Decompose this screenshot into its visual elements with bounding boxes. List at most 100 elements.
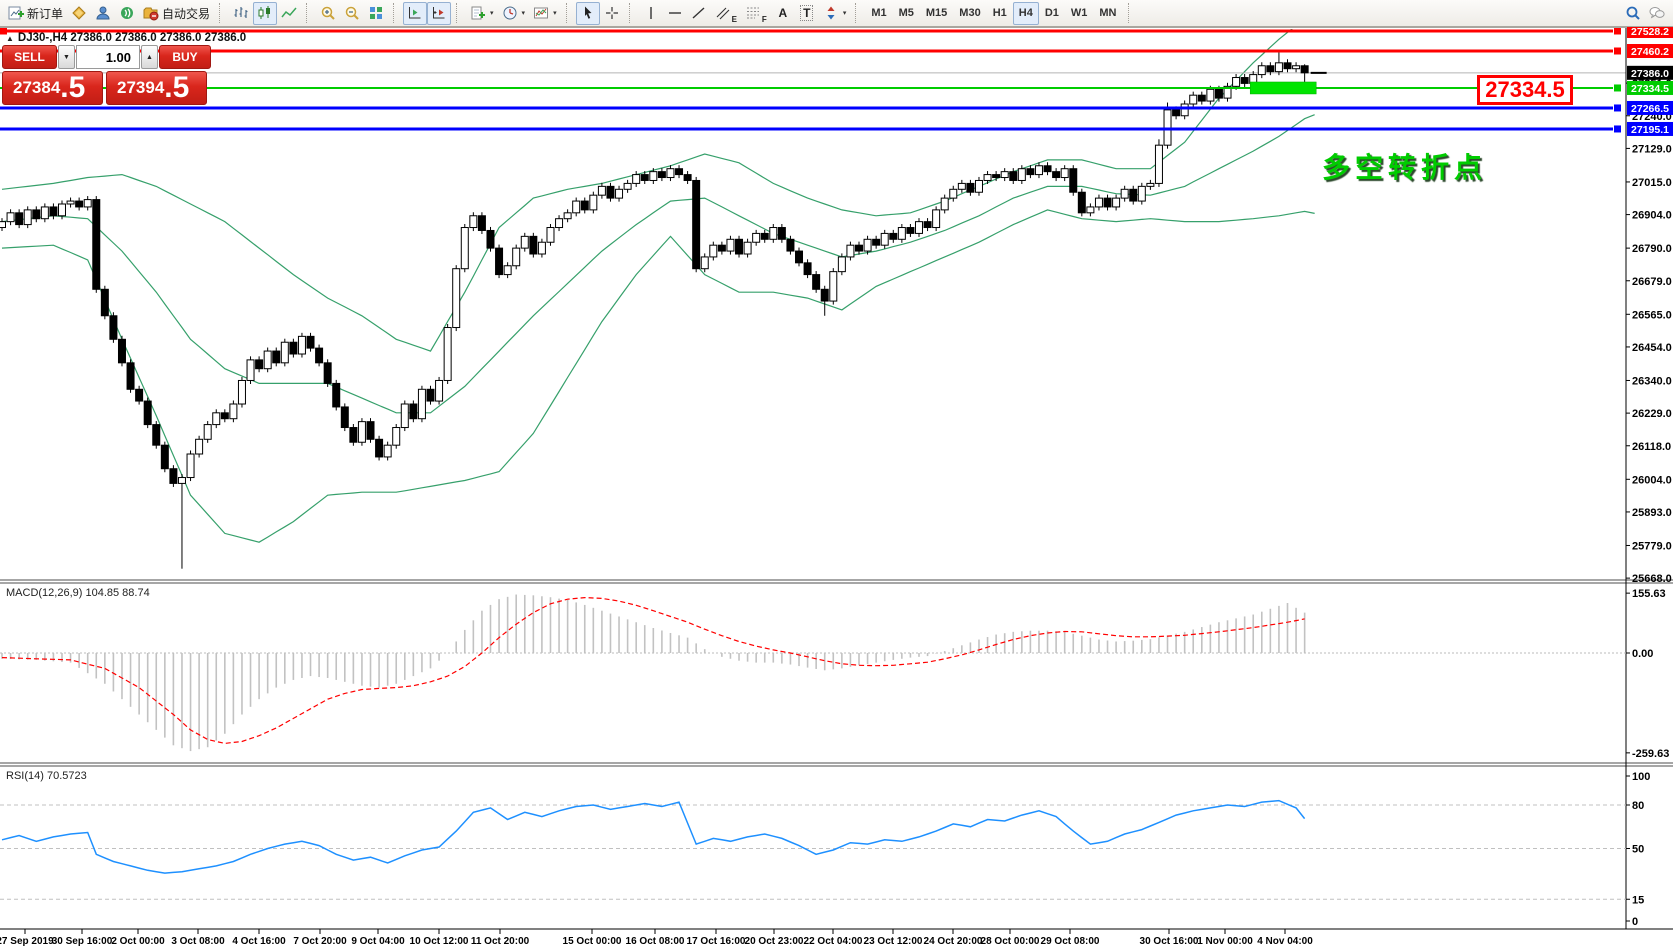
zoom-out-button[interactable]	[340, 2, 364, 25]
pane-borders	[0, 27, 1673, 930]
toolbar-separator	[1127, 3, 1135, 23]
level-lines-layer[interactable]	[0, 27, 1621, 133]
alerts-button[interactable]	[115, 2, 139, 25]
zoom-in-button[interactable]	[316, 2, 340, 25]
timeframe-m30-button[interactable]: M30	[953, 2, 986, 25]
crosshair-button[interactable]	[600, 2, 624, 25]
svg-text:15 Oct 00:00: 15 Oct 00:00	[563, 936, 622, 947]
new-order-button[interactable]: 新订单	[4, 2, 67, 25]
svg-text:27460.2: 27460.2	[1631, 46, 1669, 58]
svg-text:26904.0: 26904.0	[1632, 210, 1672, 222]
volume-up-button[interactable]: ▲	[141, 45, 158, 69]
svg-text:7 Oct 20:00: 7 Oct 20:00	[293, 936, 347, 947]
line-chart-button[interactable]	[277, 2, 301, 25]
fibonacci-button[interactable]: F	[741, 2, 771, 25]
cursor-button[interactable]	[575, 1, 600, 25]
fibonacci-glyph: F	[761, 14, 767, 24]
svg-text:29 Oct 08:00: 29 Oct 08:00	[1041, 936, 1100, 947]
chat-button[interactable]	[1645, 2, 1669, 25]
svg-text:20 Oct 23:00: 20 Oct 23:00	[745, 936, 804, 947]
periods-dropdown-arrow-icon[interactable]: ▾	[521, 10, 526, 17]
metaeditor-button[interactable]	[67, 2, 91, 25]
timeframe-m15-button[interactable]: M15	[920, 2, 953, 25]
trendline-button[interactable]	[687, 2, 711, 25]
new-order-label: 新订单	[27, 6, 64, 21]
arrows-dropdown-arrow-icon[interactable]: ▾	[842, 10, 847, 17]
periods-button[interactable]: ▾	[498, 2, 530, 25]
svg-text:27528.2: 27528.2	[1631, 26, 1669, 38]
rsi-indicator-label: RSI(14) 70.5723	[6, 770, 87, 782]
macd-pane: 155.63 0.00 -259.63	[0, 588, 1669, 760]
bars-icon	[234, 7, 248, 18]
svg-text:3 Oct 08:00: 3 Oct 08:00	[171, 936, 225, 947]
toolbar-separator	[628, 3, 636, 23]
templates-dropdown-arrow-icon[interactable]: ▾	[553, 10, 557, 17]
text-glyph: A	[778, 6, 788, 20]
svg-text:26790.0: 26790.0	[1632, 243, 1672, 255]
tile-windows-button[interactable]	[364, 2, 388, 25]
tiles-icon	[370, 7, 383, 19]
search-button[interactable]	[1621, 2, 1645, 25]
svg-text:27 Sep 2019: 27 Sep 2019	[0, 936, 54, 947]
volume-input[interactable]	[76, 45, 140, 69]
chart-title-text: DJ30-,H4 27386.0 27386.0 27386.0 27386.0	[17, 32, 247, 44]
autotrading-button[interactable]: 自动交易	[139, 2, 214, 25]
new-chart-dropdown-arrow-icon[interactable]: ▾	[490, 10, 494, 17]
level-price-label	[1627, 80, 1673, 95]
one-click-collapse-icon[interactable]: ▲	[6, 33, 14, 43]
bar-chart-button[interactable]	[229, 2, 253, 25]
vertical-line-button[interactable]	[639, 2, 663, 25]
sell-price-fraction: .5	[60, 71, 86, 104]
timeframe-h4-button[interactable]: H4	[1012, 1, 1039, 25]
auto-scroll-button[interactable]	[427, 1, 452, 25]
trade-level-highlight[interactable]	[1249, 81, 1317, 95]
chart-shift-button[interactable]	[403, 1, 428, 25]
sell-price-button[interactable]: 27384.5	[2, 71, 103, 105]
svg-text:9 Oct 04:00: 9 Oct 04:00	[351, 936, 405, 947]
svg-text:26454.0: 26454.0	[1632, 342, 1672, 354]
timeframe-m1-button[interactable]: M1	[865, 2, 892, 25]
svg-text:17 Oct 16:00: 17 Oct 16:00	[687, 936, 746, 947]
equidistant-channel-button[interactable]: E	[711, 2, 741, 25]
timeframe-w1-button[interactable]: W1	[1065, 2, 1094, 25]
timeframe-mn-button[interactable]: MN	[1093, 2, 1122, 25]
sell-price-main: 27384	[13, 78, 61, 97]
chart-title: ▲ DJ30-,H4 27386.0 27386.0 27386.0 27386…	[6, 32, 246, 44]
timeframe-d1-button[interactable]: D1	[1039, 2, 1065, 25]
buy-price-fraction: .5	[164, 71, 190, 104]
svg-text:26679.0: 26679.0	[1632, 276, 1672, 288]
timeframe-h1-button[interactable]: H1	[987, 2, 1013, 25]
tline-icon	[692, 7, 705, 19]
toolbar-separator	[855, 3, 862, 23]
level-endpoint-marker	[1614, 84, 1621, 92]
templates-button[interactable]: ▾	[529, 2, 561, 25]
timeframe-m5-button[interactable]: M5	[893, 2, 920, 25]
community-button[interactable]	[91, 2, 115, 25]
text-button[interactable]: A	[771, 2, 795, 25]
svg-text:24 Oct 20:00: 24 Oct 20:00	[924, 936, 983, 947]
newchart-icon	[471, 6, 486, 20]
horizontal-line-button[interactable]	[663, 2, 687, 25]
candlestick-chart-button[interactable]	[253, 1, 278, 25]
svg-text:4 Nov 04:00: 4 Nov 04:00	[1257, 936, 1313, 947]
text-label-button[interactable]: T	[795, 2, 819, 25]
price-callout-box[interactable]: 27334.5	[1477, 75, 1573, 105]
svg-text:28 Oct 00:00: 28 Oct 00:00	[981, 936, 1040, 947]
svg-text:80: 80	[1632, 800, 1644, 812]
svg-text:30 Oct 16:00: 30 Oct 16:00	[1140, 936, 1199, 947]
text-label-glyph: T	[800, 5, 814, 21]
new-chart-button[interactable]: ▾	[466, 2, 498, 25]
level-endpoint-marker	[1614, 27, 1621, 35]
arrows-button[interactable]: ▾	[819, 2, 851, 25]
svg-text:27015.0: 27015.0	[1632, 177, 1672, 189]
price-axis[interactable]: 27351.027240.027129.027015.026904.026790…	[1626, 24, 1673, 585]
buy-button[interactable]: BUY	[159, 45, 211, 69]
arrows-icon	[827, 6, 835, 20]
svg-text:15: 15	[1632, 894, 1644, 906]
buy-price-button[interactable]: 27394.5	[106, 71, 207, 105]
linechart-icon	[281, 7, 297, 18]
sell-button[interactable]: SELL	[2, 45, 57, 69]
volume-down-button[interactable]: ▼	[58, 45, 75, 69]
